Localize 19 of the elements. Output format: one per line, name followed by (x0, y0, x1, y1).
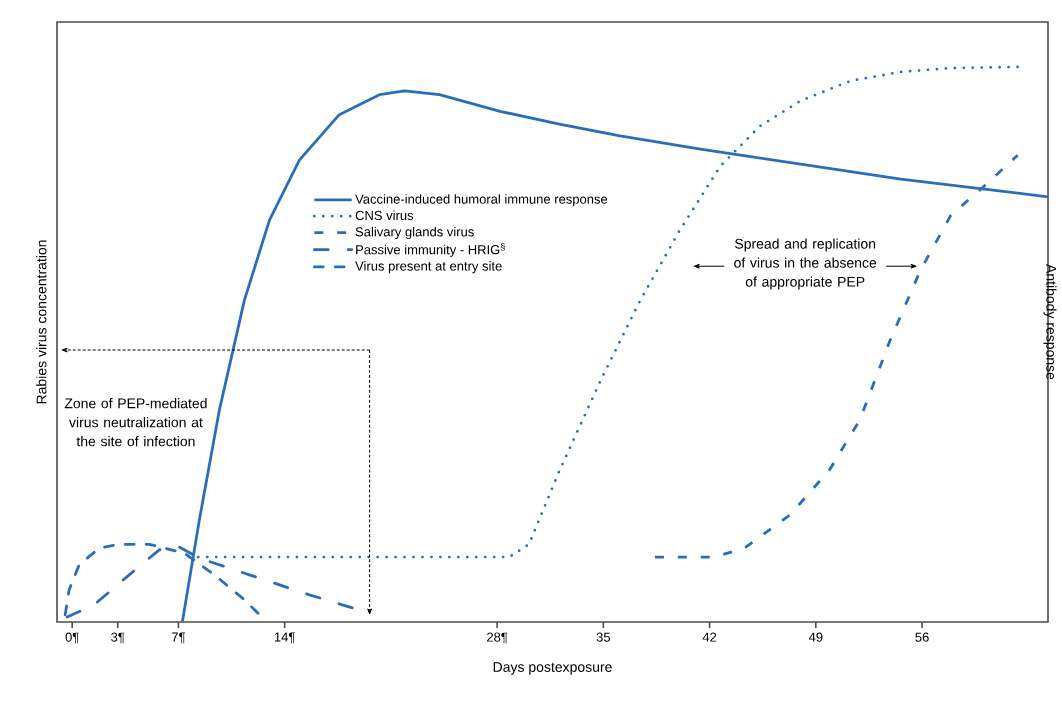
legend-label: Salivary glands virus (355, 226, 474, 240)
x-tick-label: 56 (915, 632, 929, 642)
x-tick-label: 28¶ (487, 632, 508, 644)
y2-axis-title: Antibody response (1043, 264, 1057, 380)
x-tick-label: 49 (808, 632, 823, 642)
x-tick-label: 7¶ (171, 632, 185, 644)
annotation: Spread and replication of virus in the absence of appropriate PEP (734, 238, 877, 290)
x-axis-title: Days postexposure (493, 662, 612, 675)
legend-label: Virus present at entry site (355, 261, 502, 274)
legend-label: Passive immunity - HRIG$^{§}$ (356, 243, 505, 257)
x-tick-label: 0¶ (65, 632, 79, 644)
legend-label: Vaccine-induced humoral immune response (355, 194, 608, 207)
x-tick-label: 3¶ (111, 632, 125, 644)
x-tick-label: 35 (596, 632, 611, 642)
legend-label: CNS virus (355, 210, 414, 221)
x-tick-label: 14¶ (274, 632, 295, 644)
y-axis-title: Rabies virus concentration (36, 240, 47, 404)
x-tick-label: 42 (702, 632, 717, 642)
annotation: Zone of PEP-mediated virus neutralization at the site of infection (64, 398, 207, 447)
